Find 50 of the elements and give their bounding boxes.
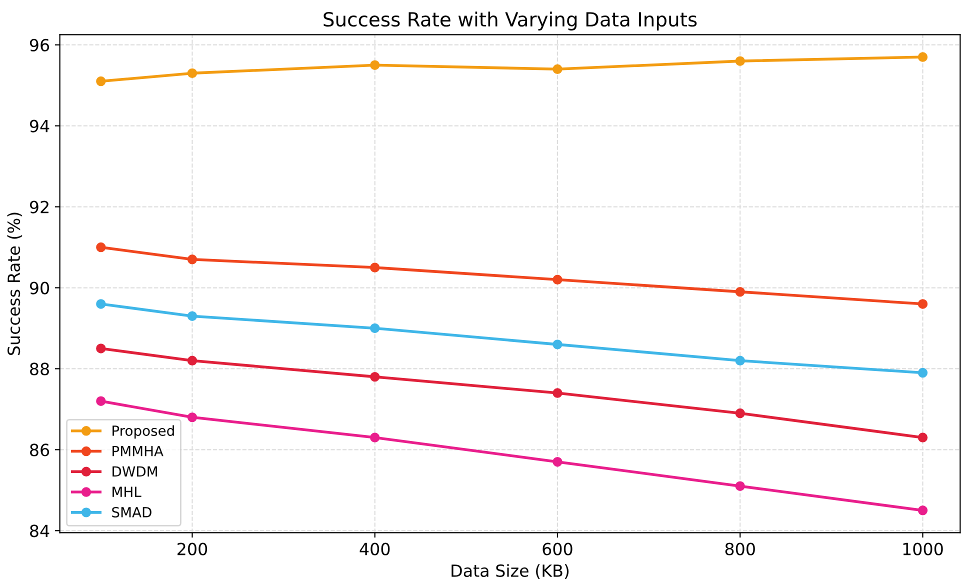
point [735,56,745,66]
point [187,68,198,78]
y-tick-label: 88 [30,362,49,376]
point [187,412,198,422]
point [187,356,198,366]
point [918,299,928,309]
y-tick-label: 96 [30,38,50,52]
y-tick-label: 84 [30,524,50,538]
point [918,506,928,516]
point [735,356,745,366]
x-tick-label: 800 [725,542,755,556]
point [552,274,562,285]
legend-label: SMAD [112,506,152,518]
chart-title: Success Rate with Varying Data Inputs [324,12,697,30]
y-tick-label: 90 [30,282,49,294]
point [370,323,380,334]
point [96,396,106,406]
y-tick-label: 92 [30,200,48,214]
legend-label: PMMHA [112,446,164,456]
point [370,372,380,382]
point [96,344,106,354]
y-tick-label: 94 [30,120,50,132]
point [918,368,928,378]
point [552,64,562,74]
x-axis-title: Data Size (KB) [452,564,569,579]
legend-label: DWDM [112,466,157,477]
point [552,456,562,467]
x-tick-label: 1000 [903,542,943,556]
legend-label: MHL [112,486,142,497]
point [96,76,106,86]
point [735,408,745,418]
point [552,388,562,398]
x-tick-label: 600 [542,542,572,556]
y-axis-title: Success Rate (%) [7,212,22,355]
y-tick-label: 86 [30,444,50,456]
legend-label: Proposed [112,425,174,439]
point [96,299,106,309]
point [370,60,380,70]
point [370,432,380,442]
x-tick-label: 200 [178,542,208,556]
point [187,254,198,264]
x-tick-label: 400 [360,542,390,556]
point [96,242,106,252]
point [735,481,745,491]
point [370,262,380,272]
point [735,286,745,297]
point [187,311,198,321]
point [552,340,562,350]
point [918,432,928,442]
point [918,52,928,62]
